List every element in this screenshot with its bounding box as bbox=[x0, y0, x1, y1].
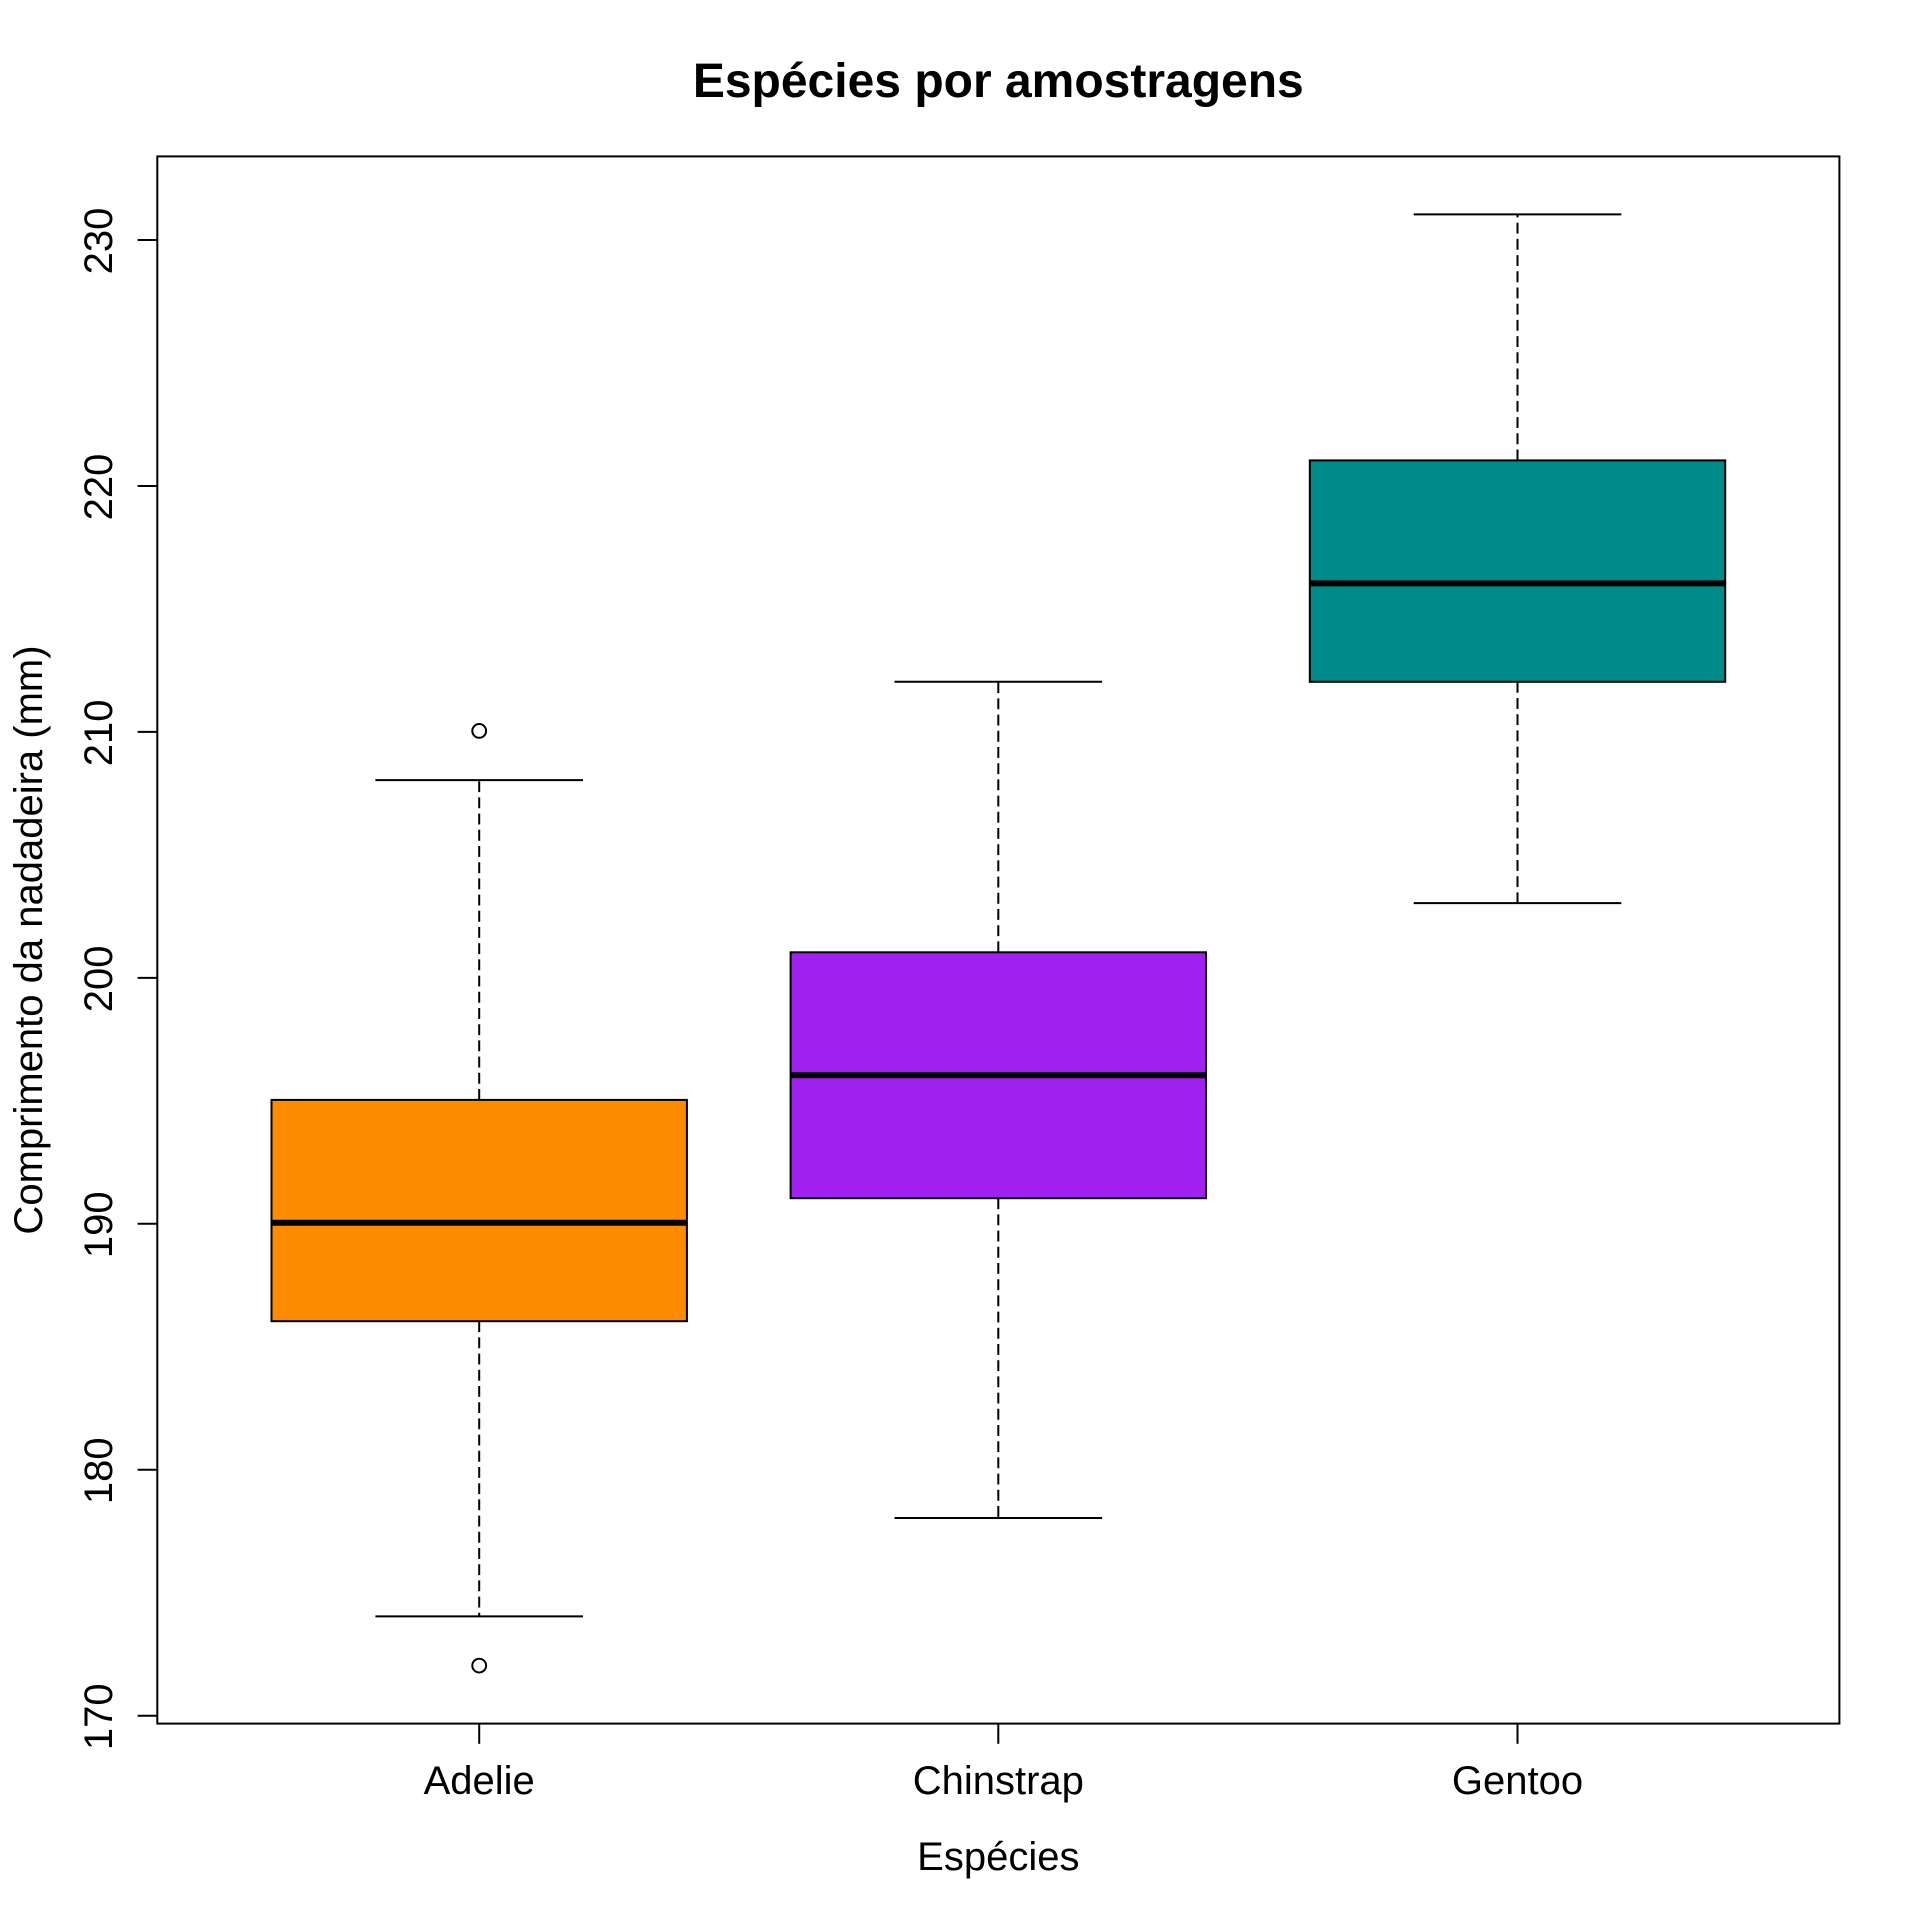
svg-text:200: 200 bbox=[77, 946, 121, 1013]
svg-text:210: 210 bbox=[77, 700, 121, 767]
svg-text:220: 220 bbox=[77, 454, 121, 521]
svg-text:Espécies: Espécies bbox=[917, 1835, 1079, 1879]
svg-text:Chinstrap: Chinstrap bbox=[913, 1759, 1084, 1803]
svg-text:230: 230 bbox=[77, 208, 121, 275]
svg-text:190: 190 bbox=[77, 1191, 121, 1258]
svg-text:Comprimento da nadadeira (mm): Comprimento da nadadeira (mm) bbox=[7, 645, 51, 1234]
svg-text:Espécies por amostragens: Espécies por amostragens bbox=[693, 55, 1304, 108]
svg-text:Gentoo: Gentoo bbox=[1452, 1759, 1583, 1803]
svg-text:170: 170 bbox=[77, 1683, 121, 1750]
svg-text:Adelie: Adelie bbox=[424, 1759, 535, 1803]
svg-text:180: 180 bbox=[77, 1437, 121, 1504]
